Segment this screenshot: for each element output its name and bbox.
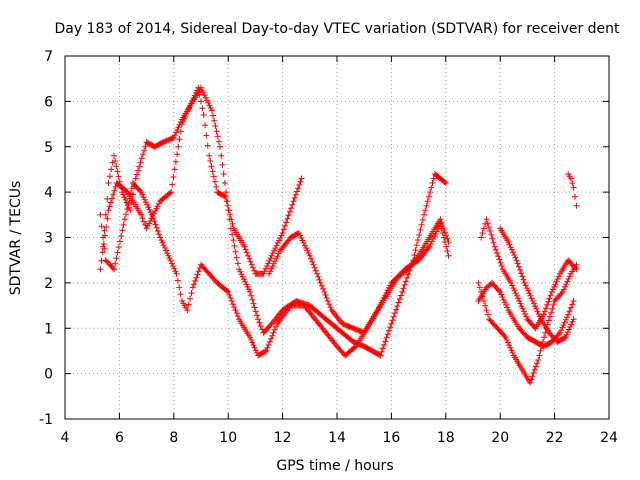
y-tick-label: 3: [44, 231, 53, 247]
series-markers: [478, 216, 580, 332]
series-markers: [475, 279, 577, 350]
x-tick-label: 16: [382, 430, 400, 446]
x-tick-label: 4: [61, 430, 70, 446]
x-tick-labels: 4 6 8 10 12 14 16 18 20 22 24: [61, 430, 618, 446]
y-tick-label: 5: [44, 140, 53, 156]
x-tick-label: 10: [219, 430, 237, 446]
y-axis-label: SDTVAR / TECUs: [8, 181, 24, 296]
x-tick-label: 12: [274, 430, 292, 446]
x-axis-label: GPS time / hours: [276, 458, 393, 474]
series-track-i: [565, 171, 580, 209]
x-tick-label: 14: [328, 430, 346, 446]
y-tick-label: -1: [39, 412, 53, 428]
x-tick-label: 20: [491, 430, 509, 446]
y-tick-label: 0: [44, 367, 53, 383]
series-markers: [497, 225, 577, 345]
x-tick-label: 24: [600, 430, 618, 446]
series-track-a: [97, 84, 305, 277]
chart-title: Day 183 of 2014, Sidereal Day-to-day VTE…: [54, 21, 620, 37]
series-track-e: [475, 261, 580, 386]
x-tick-label: 22: [546, 430, 564, 446]
y-tick-label: 2: [44, 276, 53, 292]
grid-layer: [65, 56, 609, 419]
series-track-d: [266, 216, 452, 336]
series-markers: [475, 261, 580, 386]
series-track-h: [497, 225, 577, 345]
series-markers: [97, 180, 452, 359]
series-markers: [266, 216, 452, 336]
y-tick-label: 7: [44, 49, 53, 65]
x-tick-label: 18: [437, 430, 455, 446]
axis-ticks: [64, 55, 610, 420]
series-track-c: [97, 180, 452, 359]
y-tick-label: 6: [44, 94, 53, 110]
series-track-f: [475, 279, 577, 350]
series-track-g: [478, 216, 580, 332]
x-tick-label: 8: [169, 430, 178, 446]
data-points: [97, 84, 580, 386]
series-markers: [97, 84, 305, 277]
series-markers: [565, 171, 580, 209]
y-tick-labels: -1 0 1 2 3 4 5 6 7: [39, 49, 53, 428]
y-tick-label: 1: [44, 321, 53, 337]
y-tick-label: 4: [44, 185, 53, 201]
x-tick-label: 6: [115, 430, 124, 446]
